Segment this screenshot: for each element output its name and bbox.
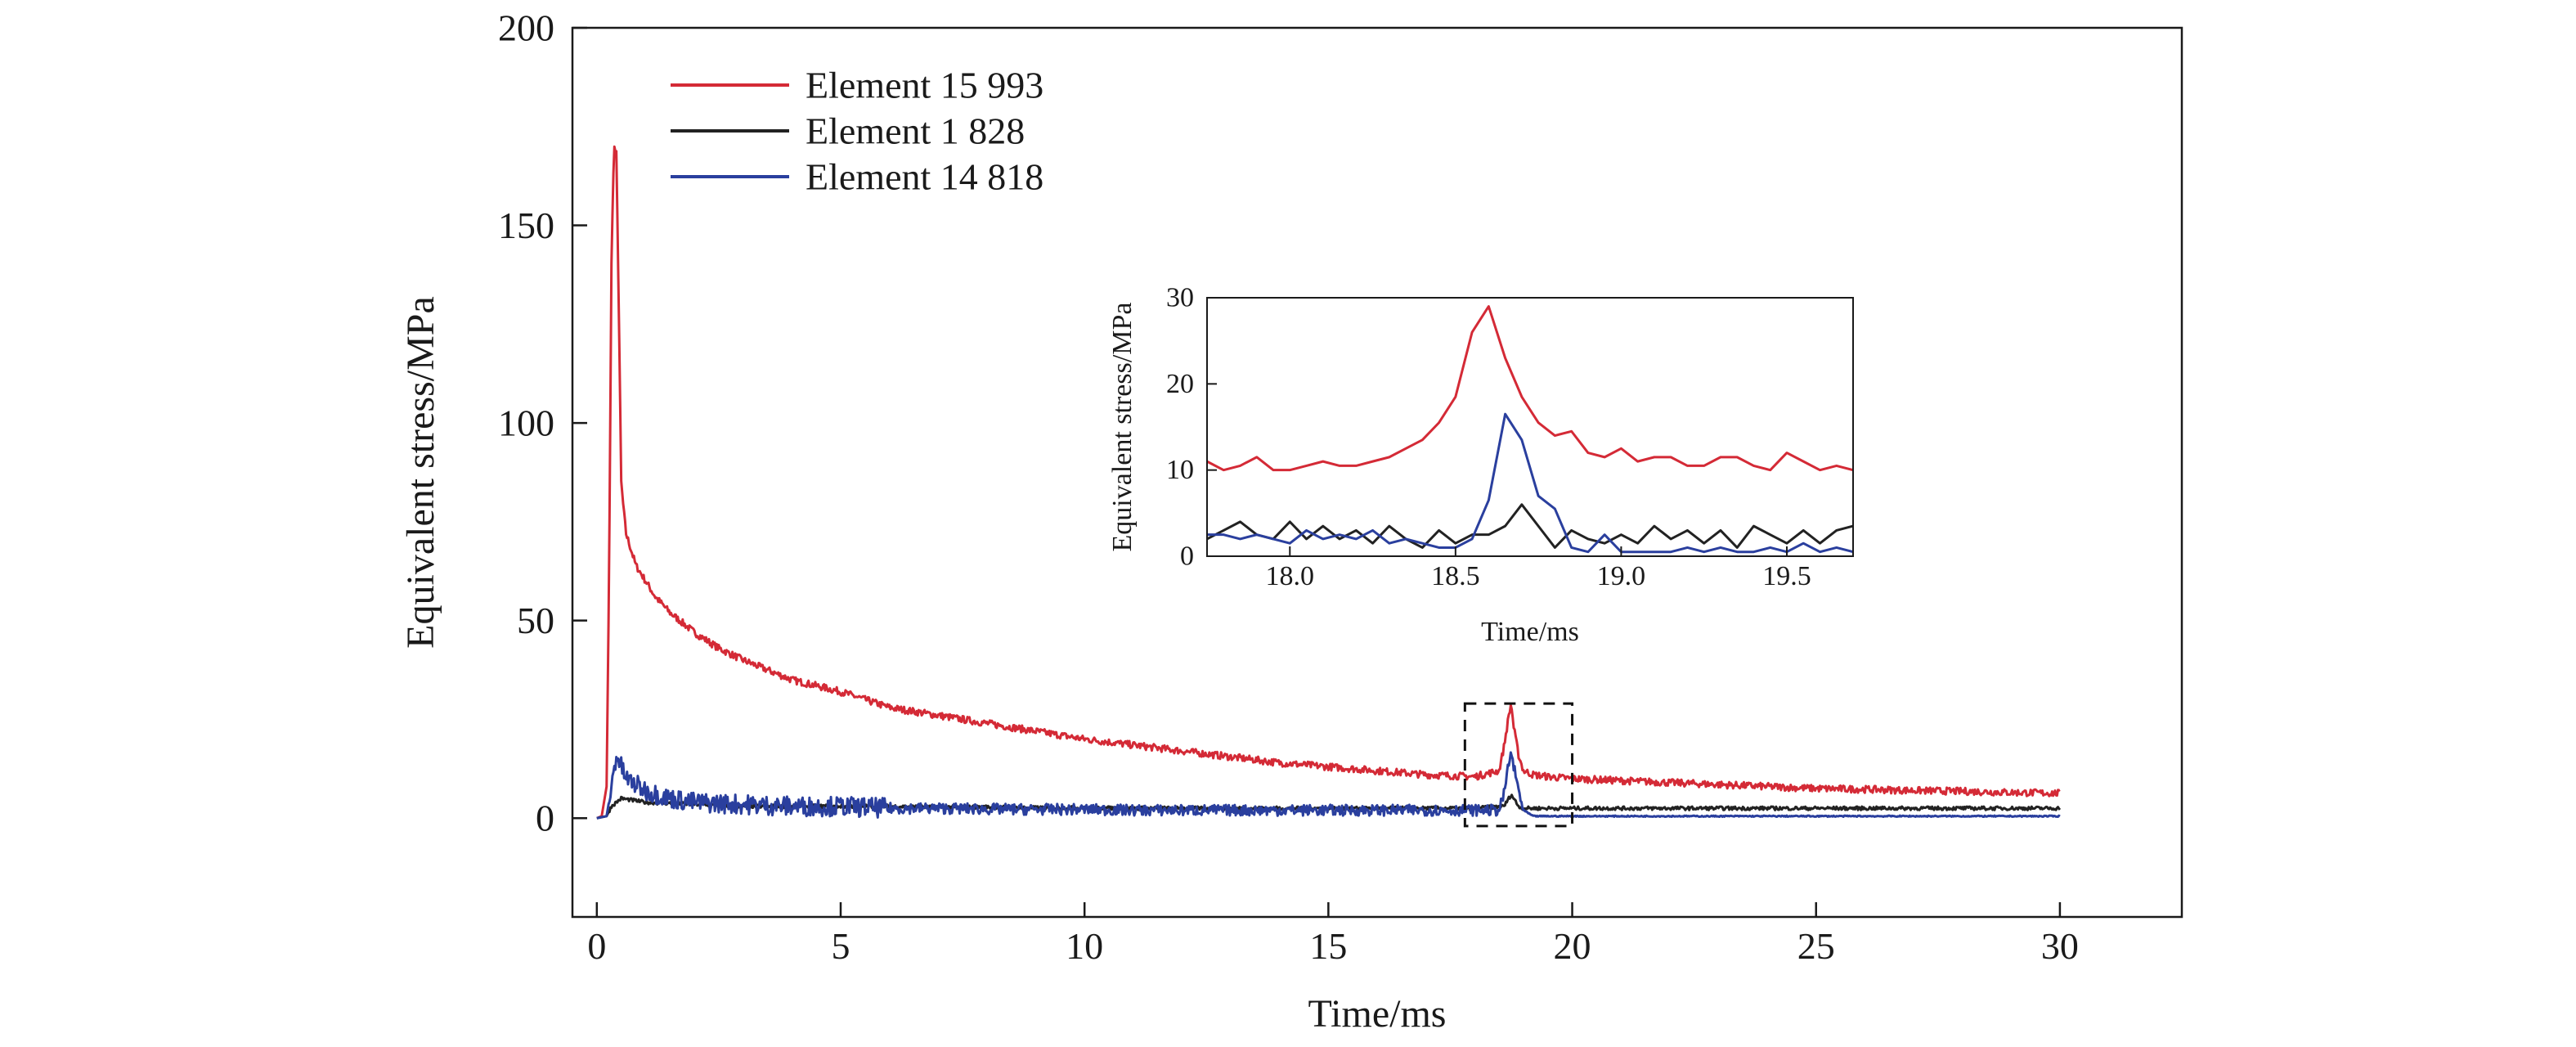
y-axis-label: Equivalent stress/MPa <box>1107 302 1138 551</box>
x-tick-label: 19.5 <box>1762 561 1811 591</box>
x-axis-label: Time/ms <box>1481 617 1579 647</box>
x-tick-label: 20 <box>1554 925 1591 967</box>
y-tick-label: 150 <box>498 204 554 246</box>
inset-chart: 18.0 18.5 19.0 19.5 0 10 20 30 Time/ms Equivalent… <box>1107 283 1854 647</box>
legend-label-2: Element 1 828 <box>806 110 1025 152</box>
plot-frame <box>1206 297 1854 557</box>
y-tick-label: 0 <box>536 798 554 839</box>
y-tick-label: 20 <box>1166 369 1194 399</box>
x-tick-label: 0 <box>587 925 606 967</box>
zoom-region-box <box>1463 702 1574 828</box>
x-tick-label: 19.0 <box>1597 561 1646 591</box>
series-line-2 <box>1207 503 1853 549</box>
plot-frame <box>571 26 2183 919</box>
main-chart: 0 5 10 15 20 25 30050100150200Time/msEquivalen… <box>399 7 2183 1036</box>
y-axis-label: Equivalent stress/MPa <box>399 296 442 649</box>
x-tick-label: 5 <box>832 925 850 967</box>
x-tick-label: 10 <box>1066 925 1103 967</box>
series-line-1 <box>596 145 2061 820</box>
series-line-3 <box>596 751 2061 820</box>
x-axis-label: Time/ms <box>1308 992 1447 1036</box>
x-tick-label: 15 <box>1309 925 1347 967</box>
series-line-3 <box>1207 412 1853 554</box>
y-tick-label: 50 <box>517 600 554 641</box>
series-line-1 <box>1207 305 1853 472</box>
y-tick-label: 30 <box>1166 283 1194 313</box>
y-tick-label: 0 <box>1180 541 1194 572</box>
x-tick-label: 25 <box>1797 925 1835 967</box>
x-tick-label: 18.5 <box>1431 561 1480 591</box>
y-tick-label: 10 <box>1166 455 1194 485</box>
y-tick-label: 100 <box>498 402 554 444</box>
x-tick-label: 18.0 <box>1266 561 1315 591</box>
x-tick-label: 30 <box>2041 925 2079 967</box>
legend-label-3: Element 14 818 <box>806 156 1043 198</box>
legend-label-1: Element 15 993 <box>806 65 1043 106</box>
y-tick-label: 200 <box>498 7 554 49</box>
